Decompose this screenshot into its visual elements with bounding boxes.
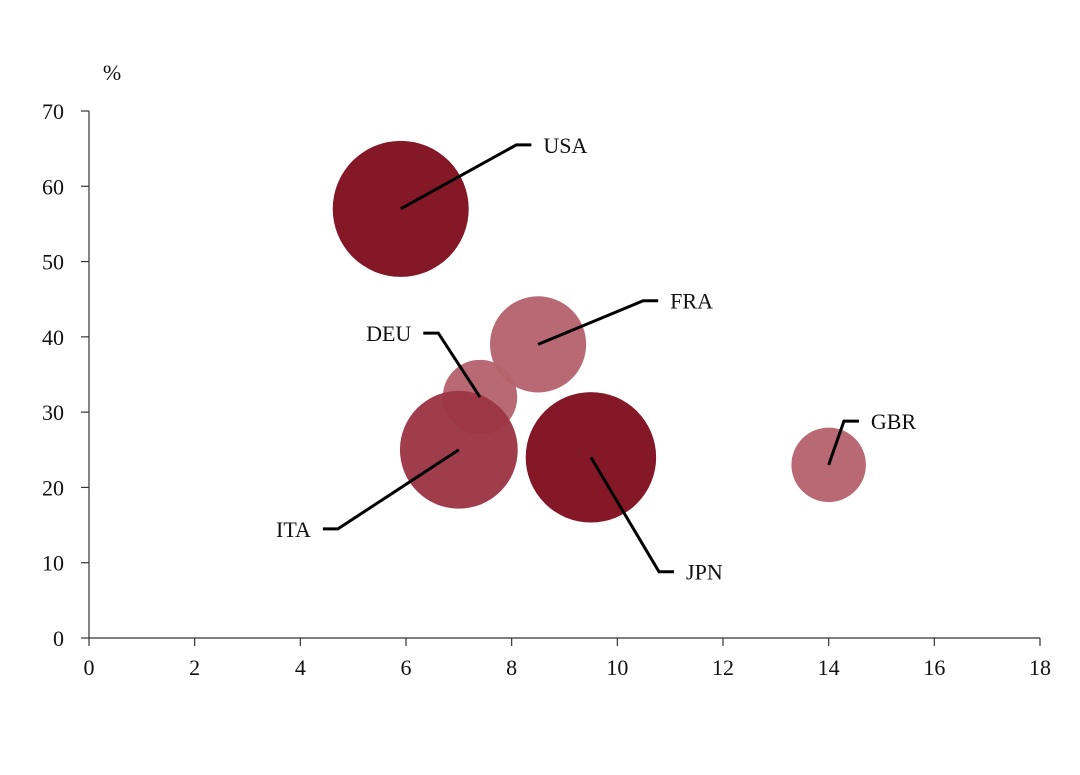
leader-line-fra xyxy=(537,299,659,346)
y-tick-label: 60 xyxy=(42,174,64,199)
leader-line-deu xyxy=(423,331,482,398)
x-tick-label: 4 xyxy=(295,655,306,680)
y-tick-label: 40 xyxy=(42,325,64,350)
y-tick-label: 30 xyxy=(42,400,64,425)
leader-line-usa xyxy=(399,143,532,211)
bubble-label-deu: DEU xyxy=(366,321,411,346)
bubble-label-jpn: JPN xyxy=(686,560,723,585)
leader-line-gbr xyxy=(827,419,859,466)
bubble-label-gbr: GBR xyxy=(871,409,917,434)
bubbles-layer xyxy=(332,140,866,523)
y-axis-unit-label: % xyxy=(103,60,121,85)
x-tick-label: 18 xyxy=(1029,655,1051,680)
bubble-label-ita: ITA xyxy=(276,517,311,542)
x-tick-label: 14 xyxy=(818,655,840,680)
bubble-fra xyxy=(490,296,587,393)
x-tick-label: 8 xyxy=(506,655,517,680)
x-tick-label: 0 xyxy=(84,655,95,680)
y-tick-label: 70 xyxy=(42,99,64,124)
x-tick-label: 10 xyxy=(606,655,628,680)
y-tick-label: 20 xyxy=(42,475,64,500)
leader-line-ita xyxy=(322,448,460,531)
ticks-layer: 0 2 4 6 8 10 12 14 16 18 0 10 20 30 40 50 60 70 xyxy=(42,99,1051,680)
bubble-label-fra: FRA xyxy=(670,289,713,314)
y-tick-label: 50 xyxy=(42,250,64,275)
leader-line-jpn xyxy=(589,456,675,574)
y-tick-label: 10 xyxy=(42,551,64,576)
y-tick-label: 0 xyxy=(53,626,64,651)
x-tick-label: 6 xyxy=(401,655,412,680)
point-labels-layer: USA FRA DEU ITA JPN GBR xyxy=(276,133,916,585)
leader-lines-layer xyxy=(322,143,859,574)
x-tick-label: 2 xyxy=(189,655,200,680)
axes-layer xyxy=(88,111,1040,639)
x-tick-label: 12 xyxy=(712,655,734,680)
x-tick-label: 16 xyxy=(923,655,945,680)
bubble-label-usa: USA xyxy=(543,133,587,158)
